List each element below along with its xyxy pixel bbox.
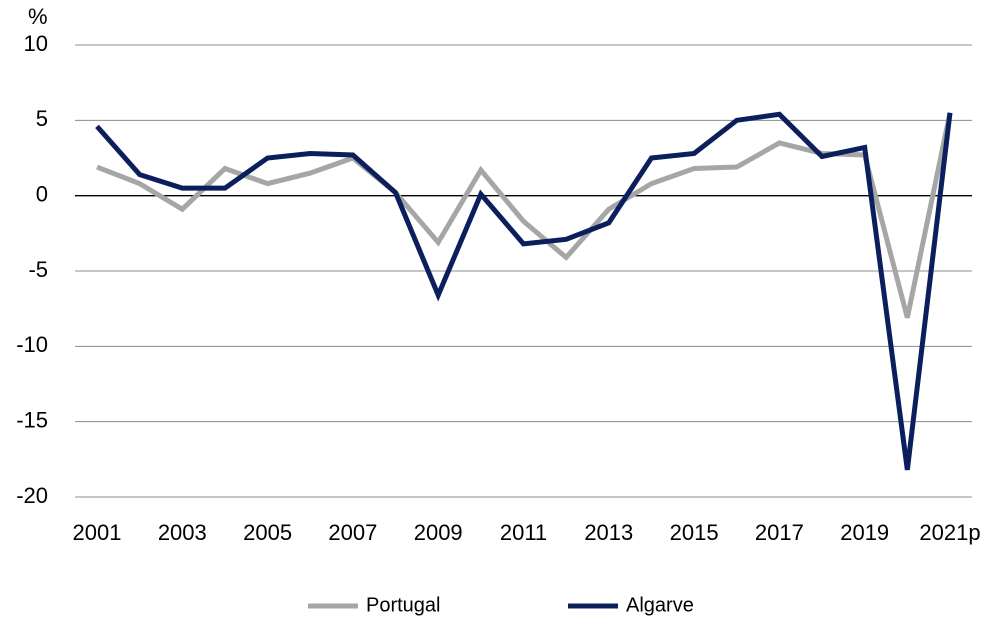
y-tick-label: 10 (24, 31, 48, 56)
x-tick-label: 2011 (500, 520, 547, 545)
x-tick-label: 2017 (755, 520, 804, 545)
legend-label: Algarve (626, 594, 694, 616)
y-tick-label: 5 (36, 106, 48, 131)
x-tick-label: 2009 (414, 520, 463, 545)
legend-label: Portugal (366, 594, 441, 616)
y-tick-label: -10 (16, 332, 48, 357)
y-tick-label: -20 (16, 483, 48, 508)
x-tick-label: 2003 (158, 520, 207, 545)
y-tick-label: 0 (36, 181, 48, 206)
y-tick-label: -5 (28, 257, 48, 282)
series-line (95, 111, 953, 471)
x-tick-label: 2013 (584, 520, 633, 545)
x-tick-label: 2015 (670, 520, 719, 545)
x-tick-label: 2001 (73, 520, 122, 545)
x-tick-label: 2021p (919, 520, 980, 545)
y-tick-label: -15 (16, 407, 48, 432)
y-axis-unit: % (28, 4, 48, 29)
series-line (96, 112, 953, 319)
x-tick-label: 2007 (328, 520, 377, 545)
x-tick-label: 2019 (840, 520, 889, 545)
x-tick-label: 2005 (243, 520, 292, 545)
